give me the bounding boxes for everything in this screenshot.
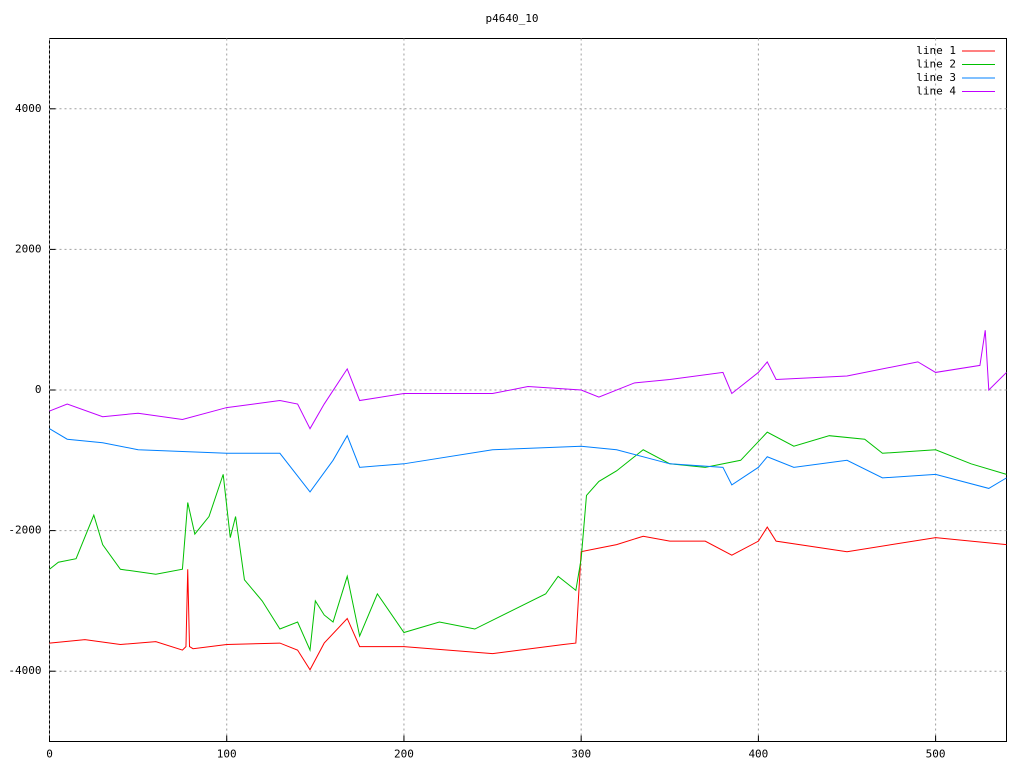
x-tick-label: 500 xyxy=(926,748,946,761)
x-tick-label: 300 xyxy=(571,748,591,761)
chart-title: p4640_10 xyxy=(486,12,539,25)
series-line xyxy=(49,526,1007,671)
series-line xyxy=(49,428,1007,493)
x-tick-label: 200 xyxy=(394,748,414,761)
y-tick-label: 0 xyxy=(35,383,42,396)
y-tick-label: 4000 xyxy=(15,102,42,115)
x-tick-label: 100 xyxy=(217,748,237,761)
y-tick-label: 2000 xyxy=(15,242,42,255)
x-tick-label: 400 xyxy=(748,748,768,761)
legend-label: line 4 xyxy=(916,85,956,98)
legend-label: line 3 xyxy=(916,71,956,84)
plot-frame xyxy=(49,38,1007,742)
y-tick-label: -4000 xyxy=(8,664,41,677)
y-tick-label: -2000 xyxy=(8,524,41,537)
legend-label: line 2 xyxy=(916,58,956,71)
series-line xyxy=(49,330,1007,430)
series-line xyxy=(49,431,1007,653)
x-tick-label: 0 xyxy=(46,748,53,761)
legend-label: line 1 xyxy=(916,44,956,57)
